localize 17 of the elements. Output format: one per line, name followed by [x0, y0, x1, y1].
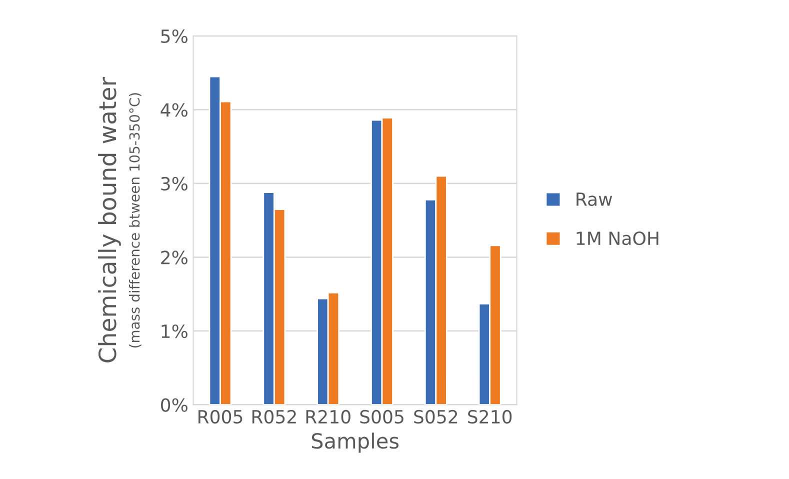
y-tick-label: 3%: [161, 176, 188, 191]
y-tick-label: 5%: [161, 29, 188, 44]
x-tick-label: S052: [414, 410, 458, 424]
x-tick-label: R005: [198, 410, 242, 424]
x-tick-label: S210: [468, 410, 512, 424]
legend-label: Raw: [576, 192, 612, 206]
text: (mass difference btween 105-350°C): [128, 93, 142, 348]
x-tick-label: R052: [252, 410, 296, 424]
y-tick-label: 2%: [161, 250, 188, 264]
y-tick-label: 4%: [160, 103, 188, 117]
x-axis-title: Samples: [312, 432, 399, 453]
y-axis-title: Chemically bound water: [98, 76, 121, 362]
y-tick-label: 0%: [160, 398, 188, 412]
x-tick-label: S005: [360, 410, 404, 424]
y-tick-label: 1%: [162, 324, 188, 338]
legend-label: 1M NaOH: [576, 231, 658, 246]
x-tick-label: R210: [306, 410, 350, 424]
